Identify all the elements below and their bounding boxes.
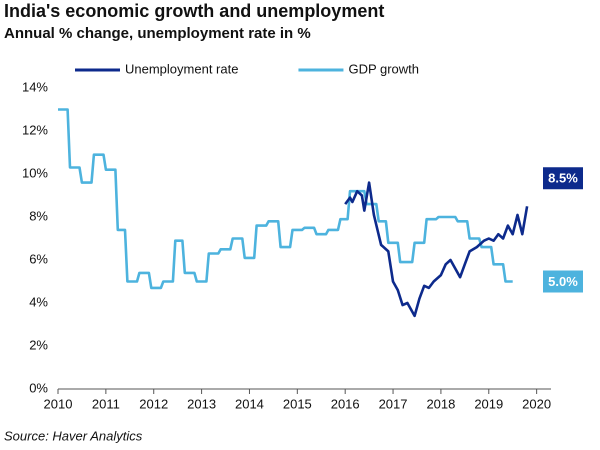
legend-label: GDP growth: [348, 61, 419, 76]
series-line: [58, 108, 513, 290]
x-tick-label: 2014: [235, 396, 264, 411]
source-note: Source: Haver Analytics: [4, 428, 143, 443]
y-tick-label: 14%: [22, 79, 48, 94]
legend-label: Unemployment rate: [125, 61, 238, 76]
x-tick-label: 2012: [139, 396, 168, 411]
end-label: 8.5%: [548, 171, 578, 186]
end-label-box: [543, 270, 583, 293]
x-tick-label: 2015: [283, 396, 312, 411]
x-tick-label: 2019: [474, 396, 503, 411]
x-tick-label: 2010: [44, 396, 73, 411]
end-label: 5.0%: [548, 274, 578, 289]
y-tick-label: 2%: [29, 337, 48, 352]
x-tick-label: 2018: [426, 396, 455, 411]
y-tick-label: 10%: [22, 165, 48, 180]
chart-title: India's economic growth and unemployment: [4, 1, 384, 21]
x-tick-label: 2020: [522, 396, 551, 411]
y-tick-label: 4%: [29, 294, 48, 309]
end-label-box: [543, 167, 583, 190]
y-tick-label: 0%: [29, 380, 48, 395]
series-line: [344, 181, 529, 318]
x-tick-label: 2013: [187, 396, 216, 411]
x-tick-label: 2011: [92, 396, 120, 411]
chart-subtitle: Annual % change, unemployment rate in %: [4, 25, 311, 42]
x-tick-label: 2017: [379, 396, 408, 411]
x-tick-label: 2016: [331, 396, 360, 411]
y-tick-label: 12%: [22, 122, 48, 137]
y-tick-label: 8%: [29, 208, 48, 223]
y-tick-label: 6%: [29, 251, 48, 266]
